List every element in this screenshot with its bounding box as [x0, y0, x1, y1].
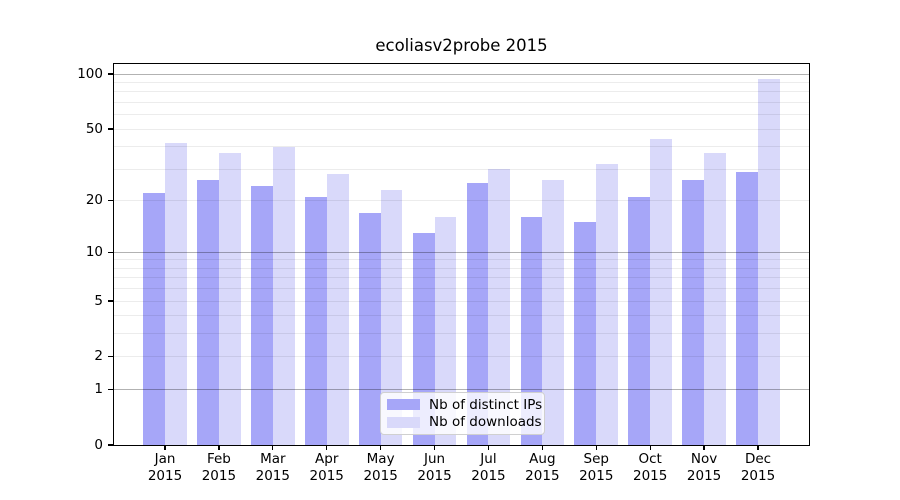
- x-tick-mark: [272, 445, 274, 450]
- x-tick-mark: [595, 445, 597, 450]
- gridline-minor: [113, 168, 810, 170]
- bar-aug-downloads: [542, 180, 565, 445]
- bar-feb-distinct-ips: [197, 180, 219, 445]
- y-tick-label: 100: [77, 65, 103, 82]
- y-tick-mark: [108, 73, 113, 75]
- x-tick-mark: [487, 445, 490, 450]
- x-tick-label: Mar 2015: [255, 451, 290, 484]
- y-tick-label: 2: [94, 348, 103, 365]
- gridline-minor: [113, 277, 810, 279]
- bar-may-distinct-ips: [358, 212, 381, 445]
- x-tick-label: Feb 2015: [201, 451, 237, 484]
- bar-nov-distinct-ips: [682, 180, 705, 445]
- x-tick-mark: [703, 445, 705, 450]
- chart-title: ecoliasv2probe 2015: [375, 36, 548, 55]
- x-tick-label: Apr 2015: [309, 451, 344, 484]
- x-tick-label: Jul 2015: [471, 451, 506, 484]
- y-tick-mark: [108, 300, 113, 302]
- bar-aug-distinct-ips: [520, 217, 543, 445]
- bar-nov-downloads: [704, 152, 726, 445]
- x-tick-mark: [326, 445, 328, 450]
- x-tick-mark: [649, 445, 651, 450]
- y-tick-label: 50: [85, 120, 103, 137]
- legend-swatch-downloads: [387, 416, 420, 428]
- bar-mar-distinct-ips: [251, 186, 273, 445]
- gridline-minor: [113, 288, 810, 290]
- bar-jun-distinct-ips: [412, 232, 435, 445]
- bar-mar-downloads: [272, 146, 295, 445]
- bar-apr-distinct-ips: [304, 196, 327, 445]
- bar-may-downloads: [380, 189, 403, 445]
- bar-jul-downloads: [488, 169, 511, 445]
- x-tick-mark: [218, 445, 220, 450]
- gridline-minor: [113, 82, 810, 83]
- x-tick-mark: [433, 445, 436, 450]
- legend-label-distinct-ips: Nb of distinct IPs: [429, 396, 543, 413]
- gridline-minor: [113, 114, 810, 116]
- legend-swatch-distinct-ips: [387, 399, 420, 411]
- bar-sep-distinct-ips: [574, 222, 597, 445]
- x-tick-mark: [757, 445, 759, 450]
- gridline-minor: [113, 315, 810, 317]
- x-tick-label: May 2015: [363, 451, 398, 484]
- bar-sep-downloads: [596, 164, 619, 445]
- y-tick-label: 1: [94, 380, 103, 397]
- gridline-major: [113, 73, 810, 75]
- gridline-minor: [113, 333, 810, 335]
- gridline-minor: [113, 300, 810, 302]
- bar-oct-downloads: [650, 139, 672, 445]
- x-tick-mark: [164, 445, 166, 450]
- x-tick-label: Jan 2015: [147, 451, 183, 484]
- gridline-minor: [113, 101, 810, 103]
- x-tick-label: Oct 2015: [632, 451, 668, 484]
- x-tick-label: Jun 2015: [417, 451, 452, 484]
- x-tick-mark: [379, 445, 382, 450]
- plot-area: [113, 63, 810, 446]
- legend-item-distinct-ips: Nb of distinct IPs: [387, 397, 542, 413]
- y-tick-mark: [108, 251, 113, 253]
- bar-dec-downloads: [758, 79, 780, 445]
- bar-feb-downloads: [218, 152, 241, 445]
- gridline-major: [113, 388, 810, 390]
- y-tick-mark: [108, 356, 113, 358]
- x-tick-mark: [541, 445, 543, 450]
- gridline-minor: [113, 356, 810, 358]
- bar-jun-downloads: [434, 217, 457, 445]
- gridline-minor: [113, 267, 810, 269]
- x-tick-label: Nov 2015: [686, 451, 722, 484]
- bar-jul-distinct-ips: [466, 183, 489, 445]
- gridline-minor: [113, 91, 810, 93]
- gridline-minor: [113, 128, 810, 130]
- legend-label-downloads: Nb of downloads: [429, 414, 542, 431]
- gridline-minor: [113, 146, 810, 148]
- y-tick-mark: [108, 388, 113, 390]
- legend: Nb of distinct IPs Nb of downloads: [380, 392, 545, 435]
- y-tick-label: 0: [94, 436, 103, 453]
- gridline-minor: [113, 259, 810, 261]
- y-tick-mark: [108, 199, 113, 201]
- bar-dec-distinct-ips: [736, 171, 758, 445]
- y-tick-label: 10: [85, 243, 103, 260]
- bar-jan-downloads: [165, 142, 187, 445]
- legend-item-downloads: Nb of downloads: [387, 414, 542, 430]
- x-tick-label: Dec 2015: [740, 451, 776, 484]
- bar-jan-distinct-ips: [143, 193, 165, 445]
- y-tick-label: 5: [94, 292, 103, 309]
- x-tick-label: Sep 2015: [579, 451, 614, 484]
- y-tick-mark: [108, 444, 113, 446]
- y-tick-mark: [108, 128, 113, 130]
- bar-oct-distinct-ips: [628, 196, 651, 445]
- gridline-major: [113, 251, 810, 253]
- gridline-minor: [113, 199, 810, 201]
- x-tick-label: Aug 2015: [525, 451, 560, 484]
- y-tick-label: 20: [85, 191, 103, 208]
- bar-apr-downloads: [326, 174, 349, 445]
